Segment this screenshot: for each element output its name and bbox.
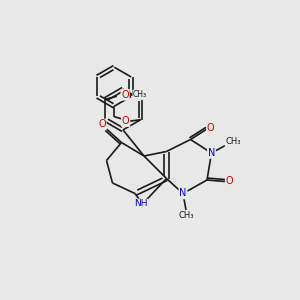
Text: N: N [179,188,187,199]
Text: CH₃: CH₃ [133,90,147,99]
Text: CH₃: CH₃ [225,137,241,146]
Text: O: O [207,122,214,133]
Text: O: O [98,119,106,130]
Text: O: O [226,176,233,187]
Text: NH: NH [134,200,148,208]
Text: O: O [121,90,129,100]
Text: CH₃: CH₃ [178,212,194,220]
Text: O: O [122,116,130,126]
Text: N: N [208,148,215,158]
